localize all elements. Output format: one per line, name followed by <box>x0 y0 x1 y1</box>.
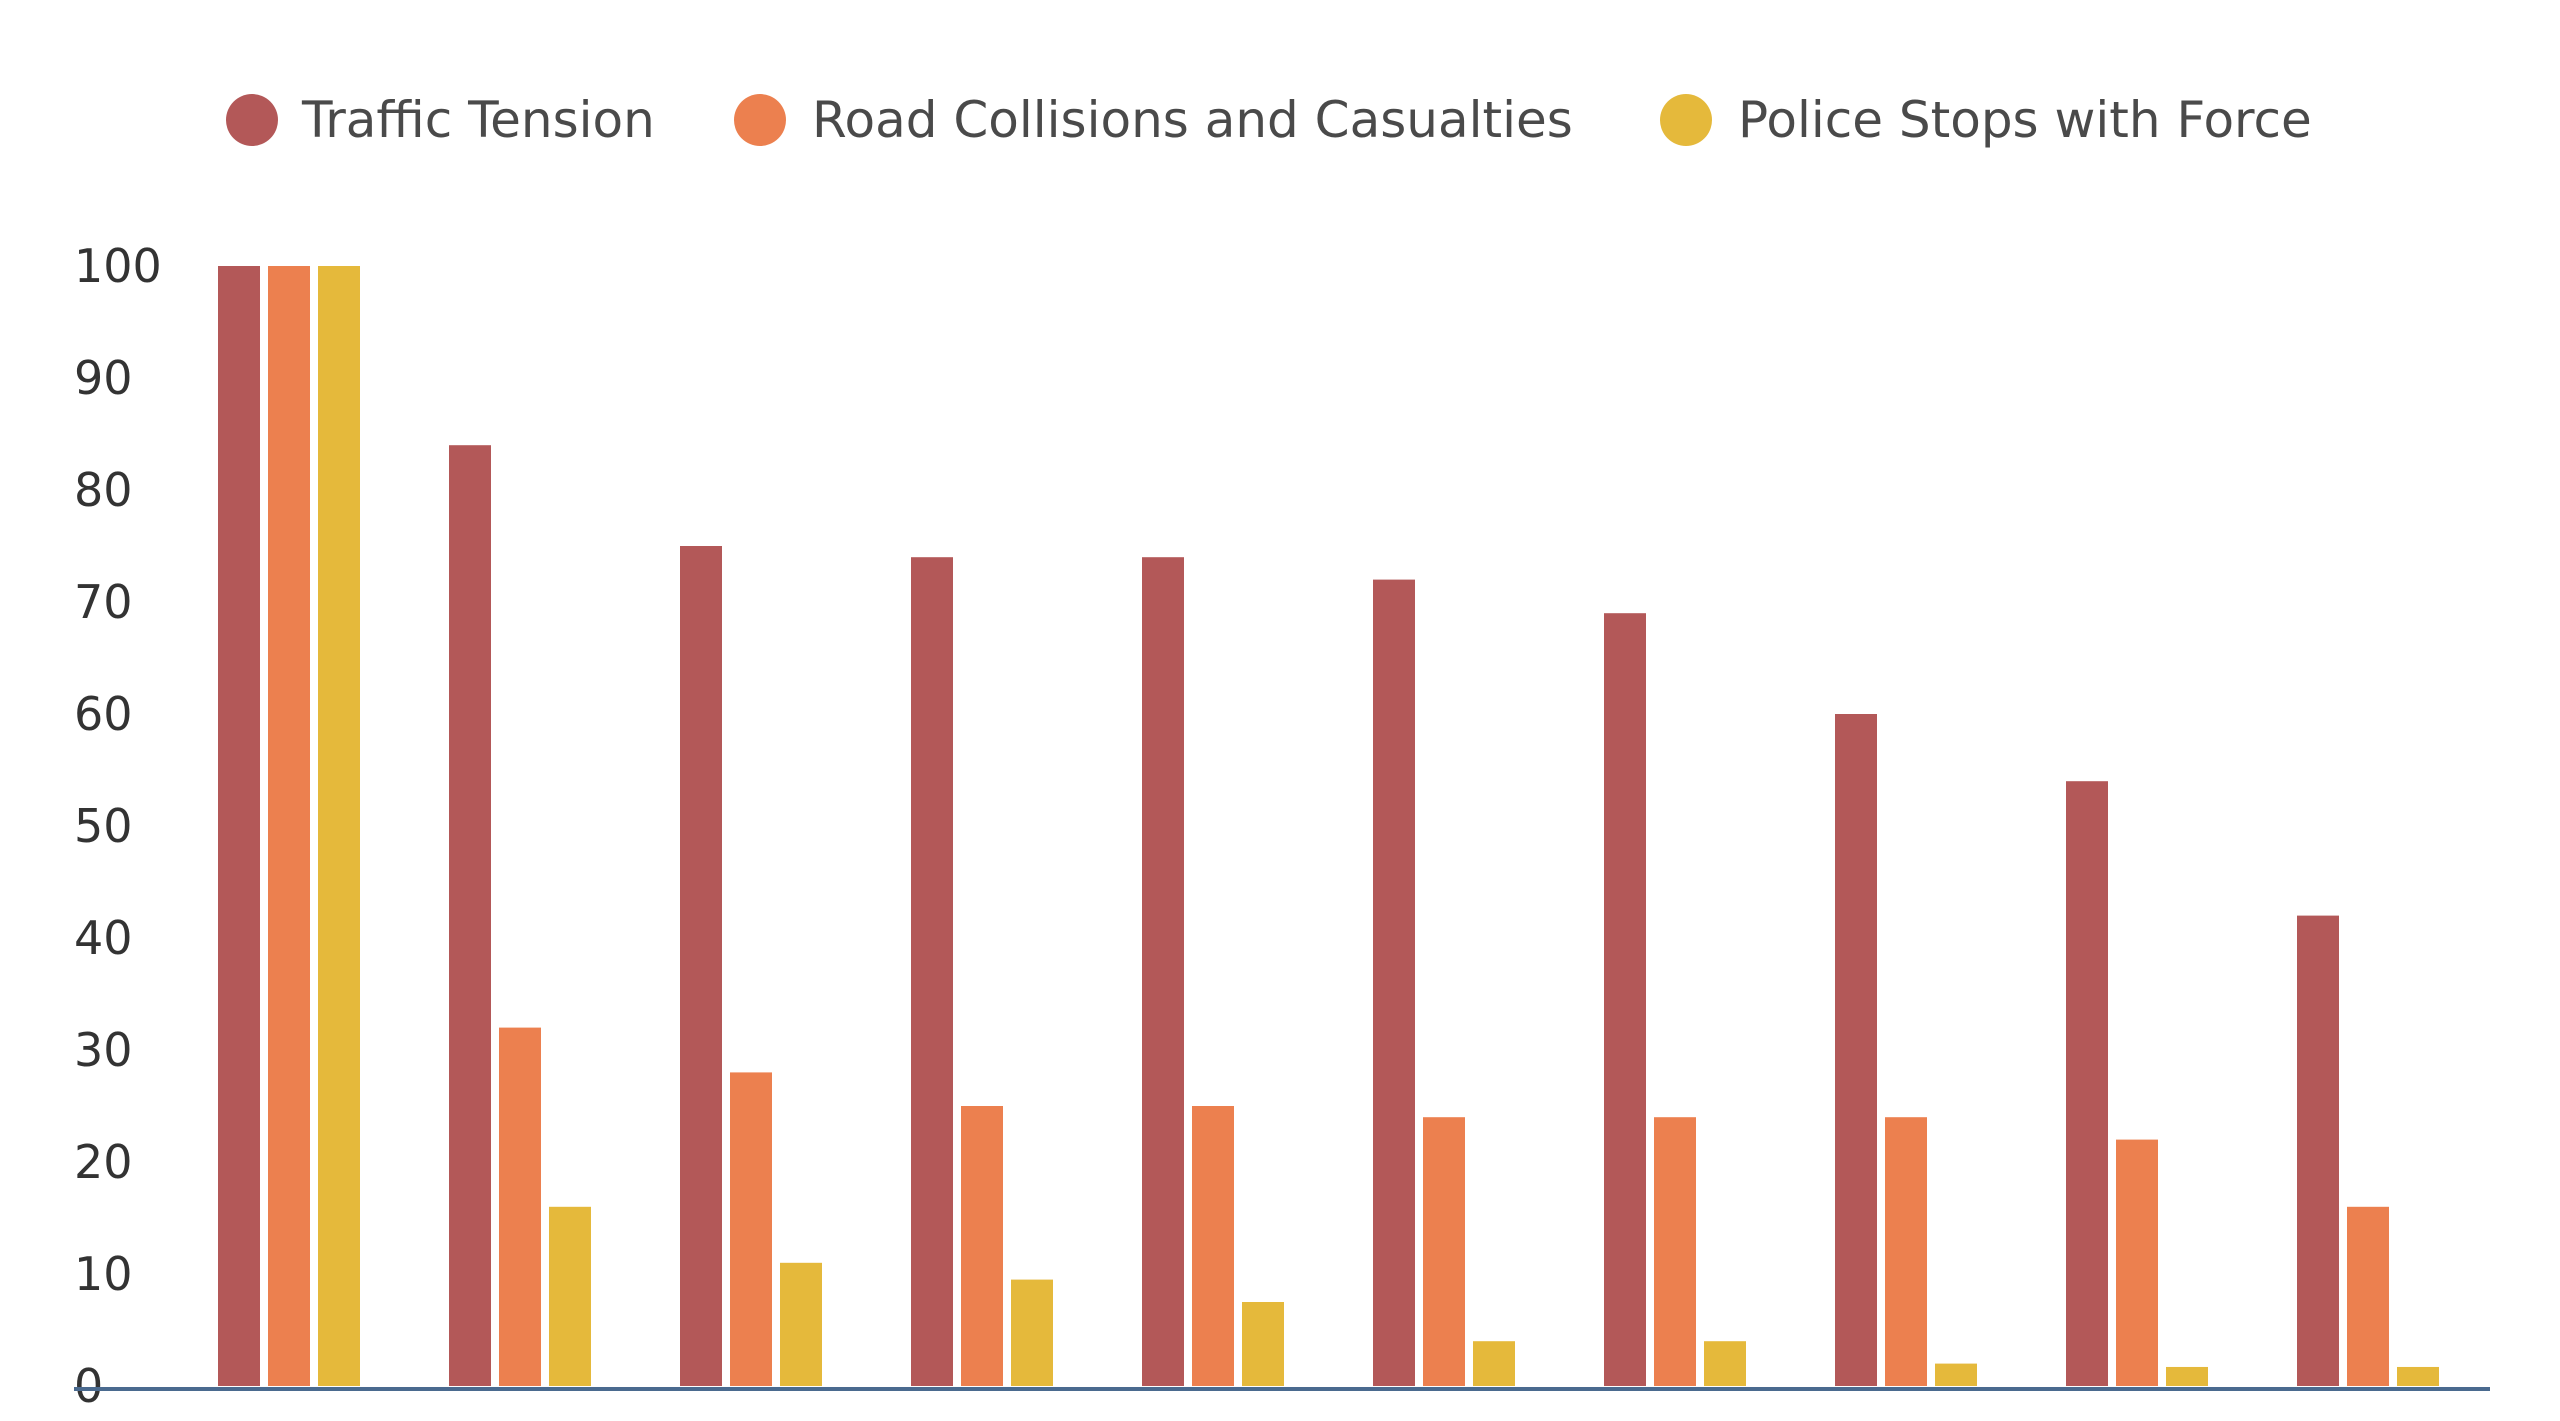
bar-series-0-category-0 <box>218 266 260 1386</box>
y-tick-label: 90 <box>74 351 133 405</box>
bar-series-0-category-2 <box>680 546 722 1386</box>
bar-series-2-category-0 <box>318 266 360 1386</box>
y-tick-label: 70 <box>74 575 133 629</box>
y-axis: 0 10 20 30 40 50 60 70 80 90 100 <box>74 239 162 1413</box>
y-tick-label: 100 <box>74 239 162 293</box>
y-tick-label: 50 <box>74 799 133 853</box>
bar-series-2-category-5 <box>1473 1341 1515 1386</box>
bar-series-1-category-8 <box>2116 1139 2158 1386</box>
bar-series-0-category-8 <box>2066 781 2108 1386</box>
bar-series-1-category-9 <box>2347 1206 2389 1386</box>
bar-series-2-category-2 <box>780 1262 822 1386</box>
y-tick-label: 60 <box>74 687 133 741</box>
legend-marker-police-stops <box>1660 94 1712 146</box>
legend-marker-road-collisions <box>734 94 786 146</box>
bar-series-0-category-9 <box>2297 915 2339 1386</box>
y-tick-label: 10 <box>74 1247 133 1301</box>
bar-series-0-category-6 <box>1604 613 1646 1386</box>
bar-series-0-category-5 <box>1373 579 1415 1386</box>
y-tick-label: 30 <box>74 1023 133 1077</box>
bar-series-0-category-3 <box>911 557 953 1386</box>
bar-series-1-category-1 <box>499 1027 541 1386</box>
y-tick-label: 20 <box>74 1135 133 1189</box>
bar-series-2-category-9 <box>2397 1366 2439 1386</box>
bar-series-1-category-5 <box>1423 1117 1465 1386</box>
bar-series-0-category-1 <box>449 445 491 1386</box>
legend: Traffic Tension Road Collisions and Casu… <box>226 91 2312 149</box>
bar-series-1-category-3 <box>961 1106 1003 1386</box>
bar-series-2-category-6 <box>1704 1341 1746 1386</box>
bar-series-0-category-7 <box>1835 714 1877 1386</box>
bar-series-0-category-4 <box>1142 557 1184 1386</box>
bar-series-2-category-8 <box>2166 1366 2208 1386</box>
legend-marker-traffic-tension <box>226 94 278 146</box>
bar-series-2-category-1 <box>549 1206 591 1386</box>
bars <box>218 266 2439 1386</box>
legend-label-police-stops: Police Stops with Force <box>1738 91 2312 149</box>
bar-series-1-category-4 <box>1192 1106 1234 1386</box>
bar-series-2-category-4 <box>1242 1302 1284 1386</box>
bar-series-1-category-2 <box>730 1072 772 1386</box>
legend-label-traffic-tension: Traffic Tension <box>301 91 655 149</box>
y-tick-label: 80 <box>74 463 133 517</box>
bar-series-2-category-7 <box>1935 1363 1977 1386</box>
y-tick-label: 40 <box>74 911 133 965</box>
legend-label-road-collisions: Road Collisions and Casualties <box>812 91 1573 149</box>
bar-series-1-category-0 <box>268 266 310 1386</box>
bar-series-2-category-3 <box>1011 1279 1053 1386</box>
bar-series-1-category-6 <box>1654 1117 1696 1386</box>
bar-series-1-category-7 <box>1885 1117 1927 1386</box>
y-tick-label: 0 <box>74 1359 103 1413</box>
